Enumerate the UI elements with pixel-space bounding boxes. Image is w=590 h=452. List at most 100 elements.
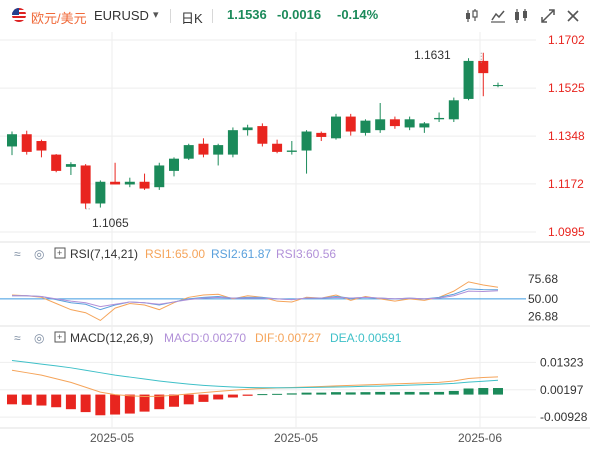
macd-histogram-bar	[242, 394, 253, 396]
candle-body	[316, 132, 327, 137]
candle-body	[404, 119, 415, 128]
indicator-box-icon[interactable]	[54, 331, 66, 343]
candle-body	[213, 145, 224, 155]
candle-body	[198, 143, 209, 155]
rsi2-value: RSI2:61.87	[211, 247, 271, 261]
x-axis-tick-label: 2025-05	[90, 431, 134, 445]
dea-value: DEA:0.00591	[330, 331, 402, 345]
macd-histogram-bar	[65, 394, 76, 410]
macd-histogram-bar	[51, 394, 62, 408]
macd-histogram-bar	[124, 394, 135, 414]
rsi-axis-tick-label: 26.88	[528, 310, 558, 324]
timeframe-selector[interactable]: 日K	[181, 11, 203, 26]
macd-histogram-bar	[227, 394, 238, 398]
plus-icon: +	[57, 248, 62, 258]
rsi-legend: ≈ ◎ + RSI(7,14,21) RSI1:65.00 RSI2:61.87…	[14, 247, 336, 261]
macd-histogram-bar	[272, 393, 283, 395]
macd-histogram-bar	[389, 392, 400, 395]
eye-icon[interactable]: ◎	[34, 331, 44, 345]
indicator-box-icon[interactable]	[54, 247, 66, 259]
divider	[170, 9, 171, 23]
candle-body	[301, 131, 312, 151]
candle-body	[169, 158, 179, 171]
macd-title: MACD(12,26,9)	[70, 331, 153, 345]
rsi-axis-tick-label: 50.00	[528, 292, 558, 306]
macd-histogram-bar	[375, 391, 386, 395]
candle-body	[183, 145, 194, 159]
macd-histogram-bar	[478, 388, 489, 395]
price-axis-tick-label: 1.1525	[548, 81, 585, 95]
candle-body	[7, 134, 17, 147]
candle-body	[139, 181, 150, 189]
macd-axis-tick-label: -0.00928	[540, 410, 588, 424]
macd-histogram-bar	[183, 394, 194, 405]
candle-body	[257, 126, 268, 144]
macd-histogram-bar	[434, 391, 445, 395]
candle-body	[360, 120, 371, 133]
candle-body	[227, 130, 238, 155]
candle-body	[493, 85, 503, 87]
macd-histogram-bar	[7, 394, 17, 405]
candle-style-icon[interactable]	[462, 6, 482, 26]
fullscreen-icon[interactable]	[538, 6, 558, 26]
candle-body	[419, 123, 430, 128]
candle-body	[51, 154, 62, 171]
candle-body	[36, 141, 47, 151]
rsi-axis-tick-label: 75.68	[528, 272, 558, 286]
dif-line	[11, 369, 499, 398]
macd-histogram-bar	[139, 394, 150, 412]
macd-value: MACD:0.00270	[164, 331, 246, 345]
candle-body	[21, 134, 32, 152]
candle-body	[286, 150, 297, 152]
collapse-icon[interactable]: ≈	[14, 331, 21, 345]
candle-body	[124, 181, 135, 185]
chevron-down-icon[interactable]: ▾	[153, 9, 159, 21]
rsi1-value: RSI1:65.00	[145, 247, 205, 261]
macd-histogram-bar	[360, 392, 371, 395]
indicator-settings-icon[interactable]	[488, 6, 508, 26]
macd-legend: ≈ ◎ + MACD(12,26,9) MACD:0.00270 DIF:0.0…	[14, 331, 402, 345]
x-axis-tick-label: 2025-06	[458, 431, 502, 445]
symbol-code[interactable]: EURUSD	[94, 8, 149, 23]
price-change-percent: -0.14%	[337, 7, 379, 22]
dea-line	[11, 360, 499, 389]
candle-body	[242, 127, 253, 131]
macd-histogram-bar	[301, 392, 312, 395]
macd-histogram-bar	[463, 388, 474, 395]
price-axis-tick-label: 1.0995	[548, 225, 585, 239]
price-change: -0.0016	[277, 7, 322, 22]
candle-body	[375, 119, 386, 131]
collapse-icon[interactable]: ≈	[14, 247, 21, 261]
macd-axis-tick-label: 0.00197	[540, 383, 584, 397]
eye-icon[interactable]: ◎	[34, 247, 44, 261]
flag-icon	[12, 8, 26, 22]
candle-body	[95, 181, 106, 204]
x-axis-tick-label: 2025-05	[274, 431, 318, 445]
candle-body	[448, 100, 459, 120]
candle-body	[154, 165, 165, 188]
macd-histogram-bar	[154, 394, 165, 410]
rsi3-value: RSI3:60.56	[276, 247, 336, 261]
price-axis-tick-label: 1.1348	[548, 129, 585, 143]
price-axis-tick-label: 1.1702	[548, 33, 585, 47]
close-icon[interactable]	[563, 6, 583, 26]
macd-histogram-bar	[198, 394, 209, 402]
candle-body	[463, 60, 474, 99]
macd-histogram-bar	[331, 392, 341, 395]
low-annotation: 1.1065	[92, 216, 129, 230]
macd-histogram-bar	[404, 391, 415, 395]
drawing-tools-icon[interactable]	[512, 6, 532, 26]
candle-body	[331, 116, 341, 139]
macd-histogram-bar	[36, 394, 47, 406]
candle-body	[434, 117, 445, 120]
macd-histogram-bar	[493, 388, 503, 395]
candle-body	[80, 165, 91, 204]
symbol-name[interactable]: 欧元/美元	[31, 11, 87, 26]
candle-body	[65, 164, 76, 167]
macd-histogram-bar	[213, 394, 224, 400]
macd-histogram-bar	[448, 390, 459, 395]
chart-header: 欧元/美元 EURUSD ▾ 日K 1.1536 -0.0016 -0.14%	[0, 0, 590, 30]
dif-value: DIF:0.00727	[255, 331, 321, 345]
